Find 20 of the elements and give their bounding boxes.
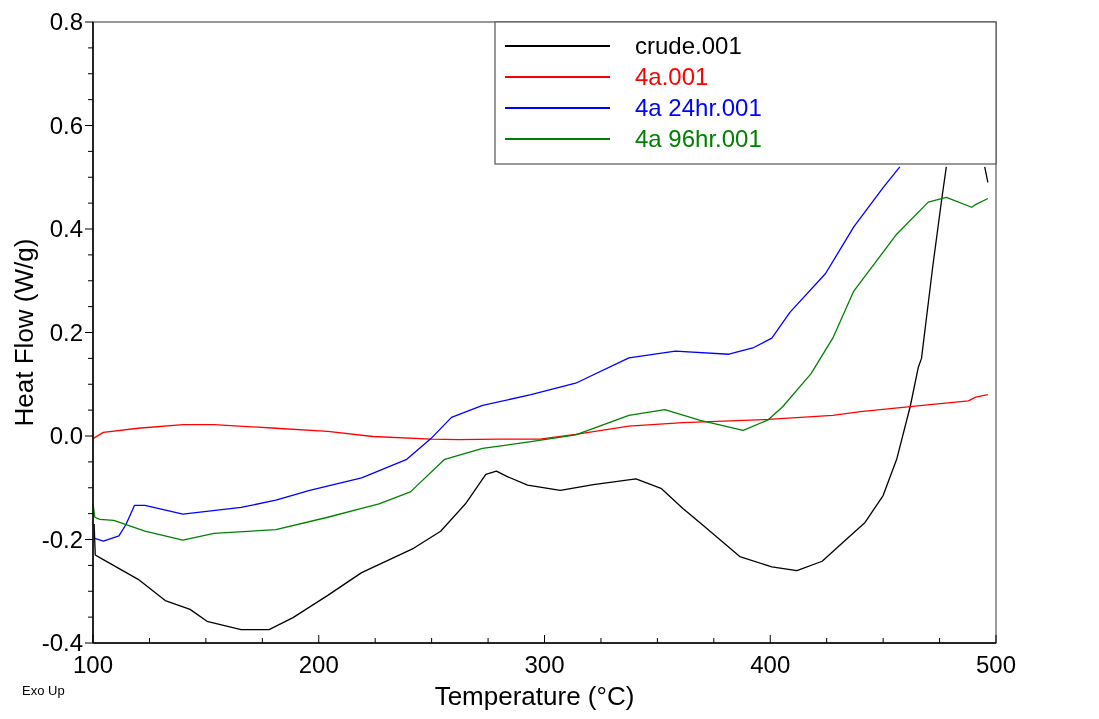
x-tick-label: 500 [975,651,1017,678]
line-series [92,393,989,441]
y-axis-title: Heat Flow (W/g) [9,238,39,427]
x-tick-label: 400 [750,651,791,678]
y-tick-label: 0.2 [49,318,83,346]
line-series [92,196,989,541]
y-tick-label: 0.6 [49,111,83,139]
legend-label: 4a.001 [635,63,709,91]
y-tick-label: -0.2 [41,525,83,553]
y-tick-label: 0.8 [49,8,83,36]
y-tick-label: 0.4 [49,215,83,243]
x-tick-label: 300 [524,651,565,678]
x-axis-title: Temperature (°C) [434,681,635,711]
y-tick-label: 0.0 [49,422,83,450]
legend-label: 4a 24hr.001 [635,94,762,122]
text: Exo Up [22,683,65,698]
line-series [94,166,901,542]
legend-label: 4a 96hr.001 [635,125,762,153]
legend-label: crude.001 [635,32,742,60]
x-tick-label: 200 [298,651,339,678]
